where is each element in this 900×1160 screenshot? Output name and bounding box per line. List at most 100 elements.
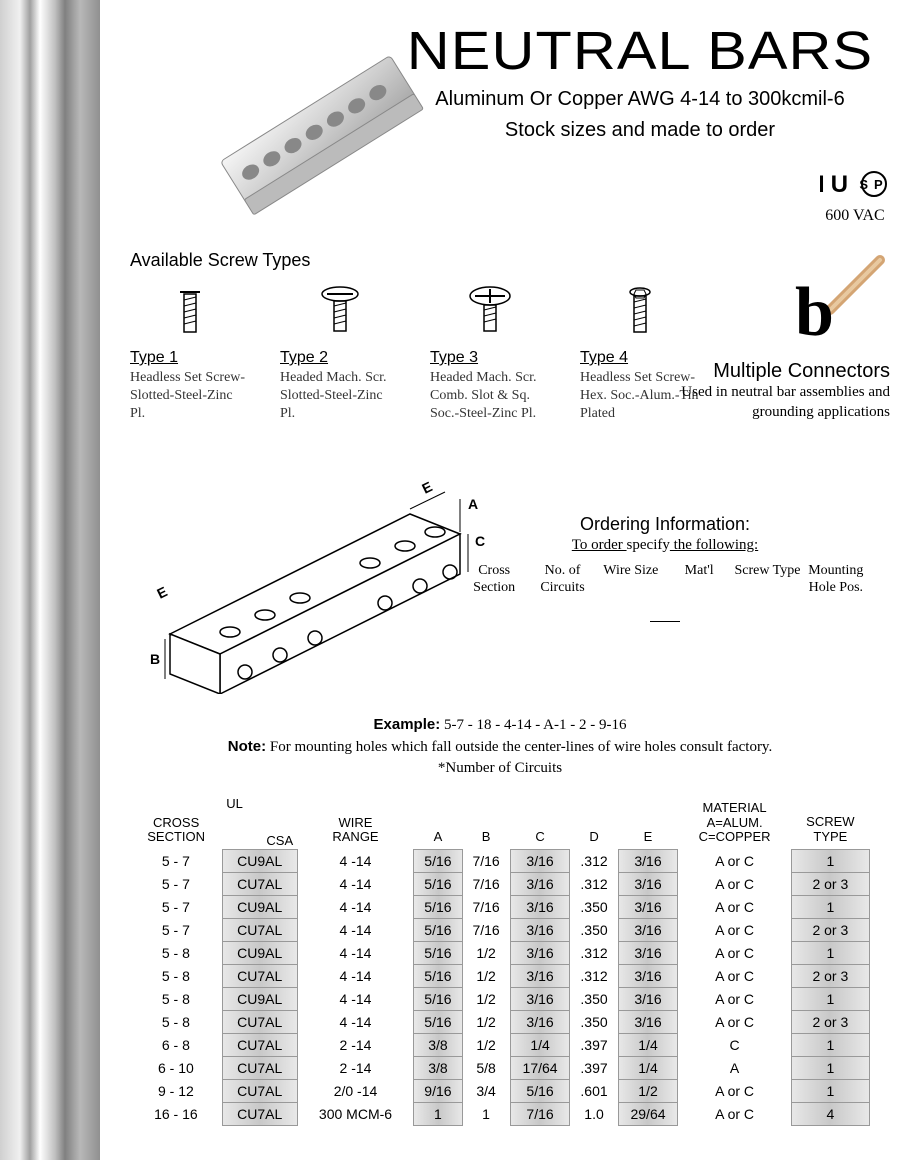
table-cell: 7/16 (462, 872, 510, 895)
svg-text:B: B (150, 651, 160, 667)
screw-3-title: Type 3 (430, 349, 550, 367)
order-sub-pre: To order (572, 537, 627, 553)
table-cell: 1 (462, 1102, 510, 1125)
table-row: 16 - 16CU7AL300 MCM-6117/161.029/64A or … (130, 1102, 870, 1125)
table-cell: 5/16 (414, 895, 462, 918)
table-cell: 3/16 (618, 1010, 678, 1033)
table-cell: CU7AL (222, 918, 297, 941)
table-cell: A or C (678, 1102, 791, 1125)
table-cell: .397 (570, 1033, 618, 1056)
subtitle-2: Stock sizes and made to order (410, 119, 870, 142)
example-block: Example: 5-7 - 18 - 4-14 - A-1 - 2 - 9-1… (130, 714, 870, 779)
table-cell: 3/16 (618, 849, 678, 872)
table-cell: 1 (791, 941, 869, 964)
table-cell: A or C (678, 918, 791, 941)
page-title: NEUTRAL BARS (387, 20, 893, 82)
table-cell: 3/16 (510, 941, 570, 964)
table-cell: 4 -14 (297, 941, 414, 964)
screw-1-desc: Headless Set Screw-Slotted-Steel-Zinc Pl… (130, 369, 250, 424)
table-row: 9 - 12CU7AL2/0 -149/163/45/16.6011/2A or… (130, 1079, 870, 1102)
order-field-0: Cross Section (460, 562, 528, 597)
screw-1-title: Type 1 (130, 349, 250, 367)
table-cell: 5/16 (414, 941, 462, 964)
subtitle-1: Aluminum Or Copper AWG 4-14 to 300kcmil-… (410, 88, 870, 111)
spec-table: CROSSSECTIONULCSAWIRERANGEABCDEMATERIALA… (130, 797, 870, 1126)
svg-text:UR: UR (820, 171, 848, 198)
table-cell: A or C (678, 964, 791, 987)
table-row: 5 - 8CU9AL4 -145/161/23/16.3503/16A or C… (130, 987, 870, 1010)
table-cell: .312 (570, 872, 618, 895)
table-cell: 3/16 (510, 918, 570, 941)
table-cell: .350 (570, 1010, 618, 1033)
table-cell: 3/16 (510, 987, 570, 1010)
table-cell: A or C (678, 895, 791, 918)
order-field-2: Wire Size (597, 562, 665, 597)
table-cell: A or C (678, 849, 791, 872)
note-text: For mounting holes which fall outside th… (266, 739, 772, 755)
table-header-cell: D (570, 797, 618, 850)
order-field-5: Mounting Hole Pos. (802, 562, 870, 597)
order-field-1: No. of Circuits (528, 562, 596, 597)
screw-type-1: Type 1 Headless Set Screw-Slotted-Steel-… (130, 281, 250, 424)
svg-text:E: E (419, 478, 434, 496)
table-head: CROSSSECTIONULCSAWIRERANGEABCDEMATERIALA… (130, 797, 870, 850)
table-cell: 4 -14 (297, 918, 414, 941)
table-cell: 1 (791, 1056, 869, 1079)
table-cell: 5/16 (510, 1079, 570, 1102)
table-cell: 1 (791, 1079, 869, 1102)
table-cell: 7/16 (510, 1102, 570, 1125)
table-cell: 5/8 (462, 1056, 510, 1079)
table-row: 5 - 7CU9AL4 -145/167/163/16.3123/16A or … (130, 849, 870, 872)
table-row: 5 - 7CU9AL4 -145/167/163/16.3503/16A or … (130, 895, 870, 918)
table-cell: .312 (570, 964, 618, 987)
table-cell: 1/2 (618, 1079, 678, 1102)
table-cell: A or C (678, 872, 791, 895)
title-block: NEUTRAL BARS Aluminum Or Copper AWG 4-14… (410, 20, 870, 142)
spec-table-wrap: CROSSSECTIONULCSAWIRERANGEABCDEMATERIALA… (130, 797, 870, 1126)
order-title: Ordering Information: (460, 514, 870, 535)
table-row: 5 - 8CU7AL4 -145/161/23/16.3123/16A or C… (130, 964, 870, 987)
table-cell: 3/8 (414, 1056, 462, 1079)
diagram-area: E A C B D E (130, 454, 870, 704)
table-cell: 7/16 (462, 849, 510, 872)
table-cell: 9 - 12 (130, 1079, 222, 1102)
table-cell: C (678, 1033, 791, 1056)
table-cell: 300 MCM-6 (297, 1102, 414, 1125)
note-label: Note: (228, 738, 266, 755)
table-cell: A or C (678, 1010, 791, 1033)
table-header-cell: MATERIALA=ALUM.C=COPPER (678, 797, 791, 850)
multiple-connectors-block: b Multiple Connectors Used in neutral ba… (660, 250, 890, 422)
table-cell: 16 - 16 (130, 1102, 222, 1125)
table-cell: 1/4 (618, 1033, 678, 1056)
table-cell: 2/0 -14 (297, 1079, 414, 1102)
svg-text:b: b (795, 274, 834, 351)
table-cell: .350 (570, 918, 618, 941)
table-cell: CU7AL (222, 872, 297, 895)
table-cell: 9/16 (414, 1079, 462, 1102)
dimension-diagram: E A C B D E (130, 454, 490, 694)
table-cell: 5 - 8 (130, 987, 222, 1010)
table-cell: CU9AL (222, 987, 297, 1010)
table-cell: 5 - 7 (130, 895, 222, 918)
table-cell: 2 or 3 (791, 872, 869, 895)
table-cell: 4 -14 (297, 1010, 414, 1033)
order-fields: Cross Section No. of Circuits Wire Size … (460, 562, 870, 597)
table-header-cell: SCREWTYPE (791, 797, 869, 850)
screw-type-2: Type 2 Headed Mach. Scr. Slotted-Steel-Z… (280, 281, 400, 424)
table-cell: A or C (678, 987, 791, 1010)
table-cell: CU7AL (222, 1010, 297, 1033)
table-row: 5 - 8CU7AL4 -145/161/23/16.3503/16A or C… (130, 1010, 870, 1033)
table-cell: 5/16 (414, 918, 462, 941)
table-cell: CU7AL (222, 1079, 297, 1102)
svg-text:E: E (154, 583, 169, 601)
table-cell: CU7AL (222, 1033, 297, 1056)
table-header-cell: E (618, 797, 678, 850)
table-cell: 3/16 (510, 964, 570, 987)
svg-text:SP: SP (859, 177, 888, 192)
table-cell: .397 (570, 1056, 618, 1079)
table-cell: 4 -14 (297, 964, 414, 987)
table-cell: 5 - 8 (130, 941, 222, 964)
table-cell: 1 (414, 1102, 462, 1125)
example-label: Example: (374, 716, 441, 733)
table-cell: 1/2 (462, 987, 510, 1010)
